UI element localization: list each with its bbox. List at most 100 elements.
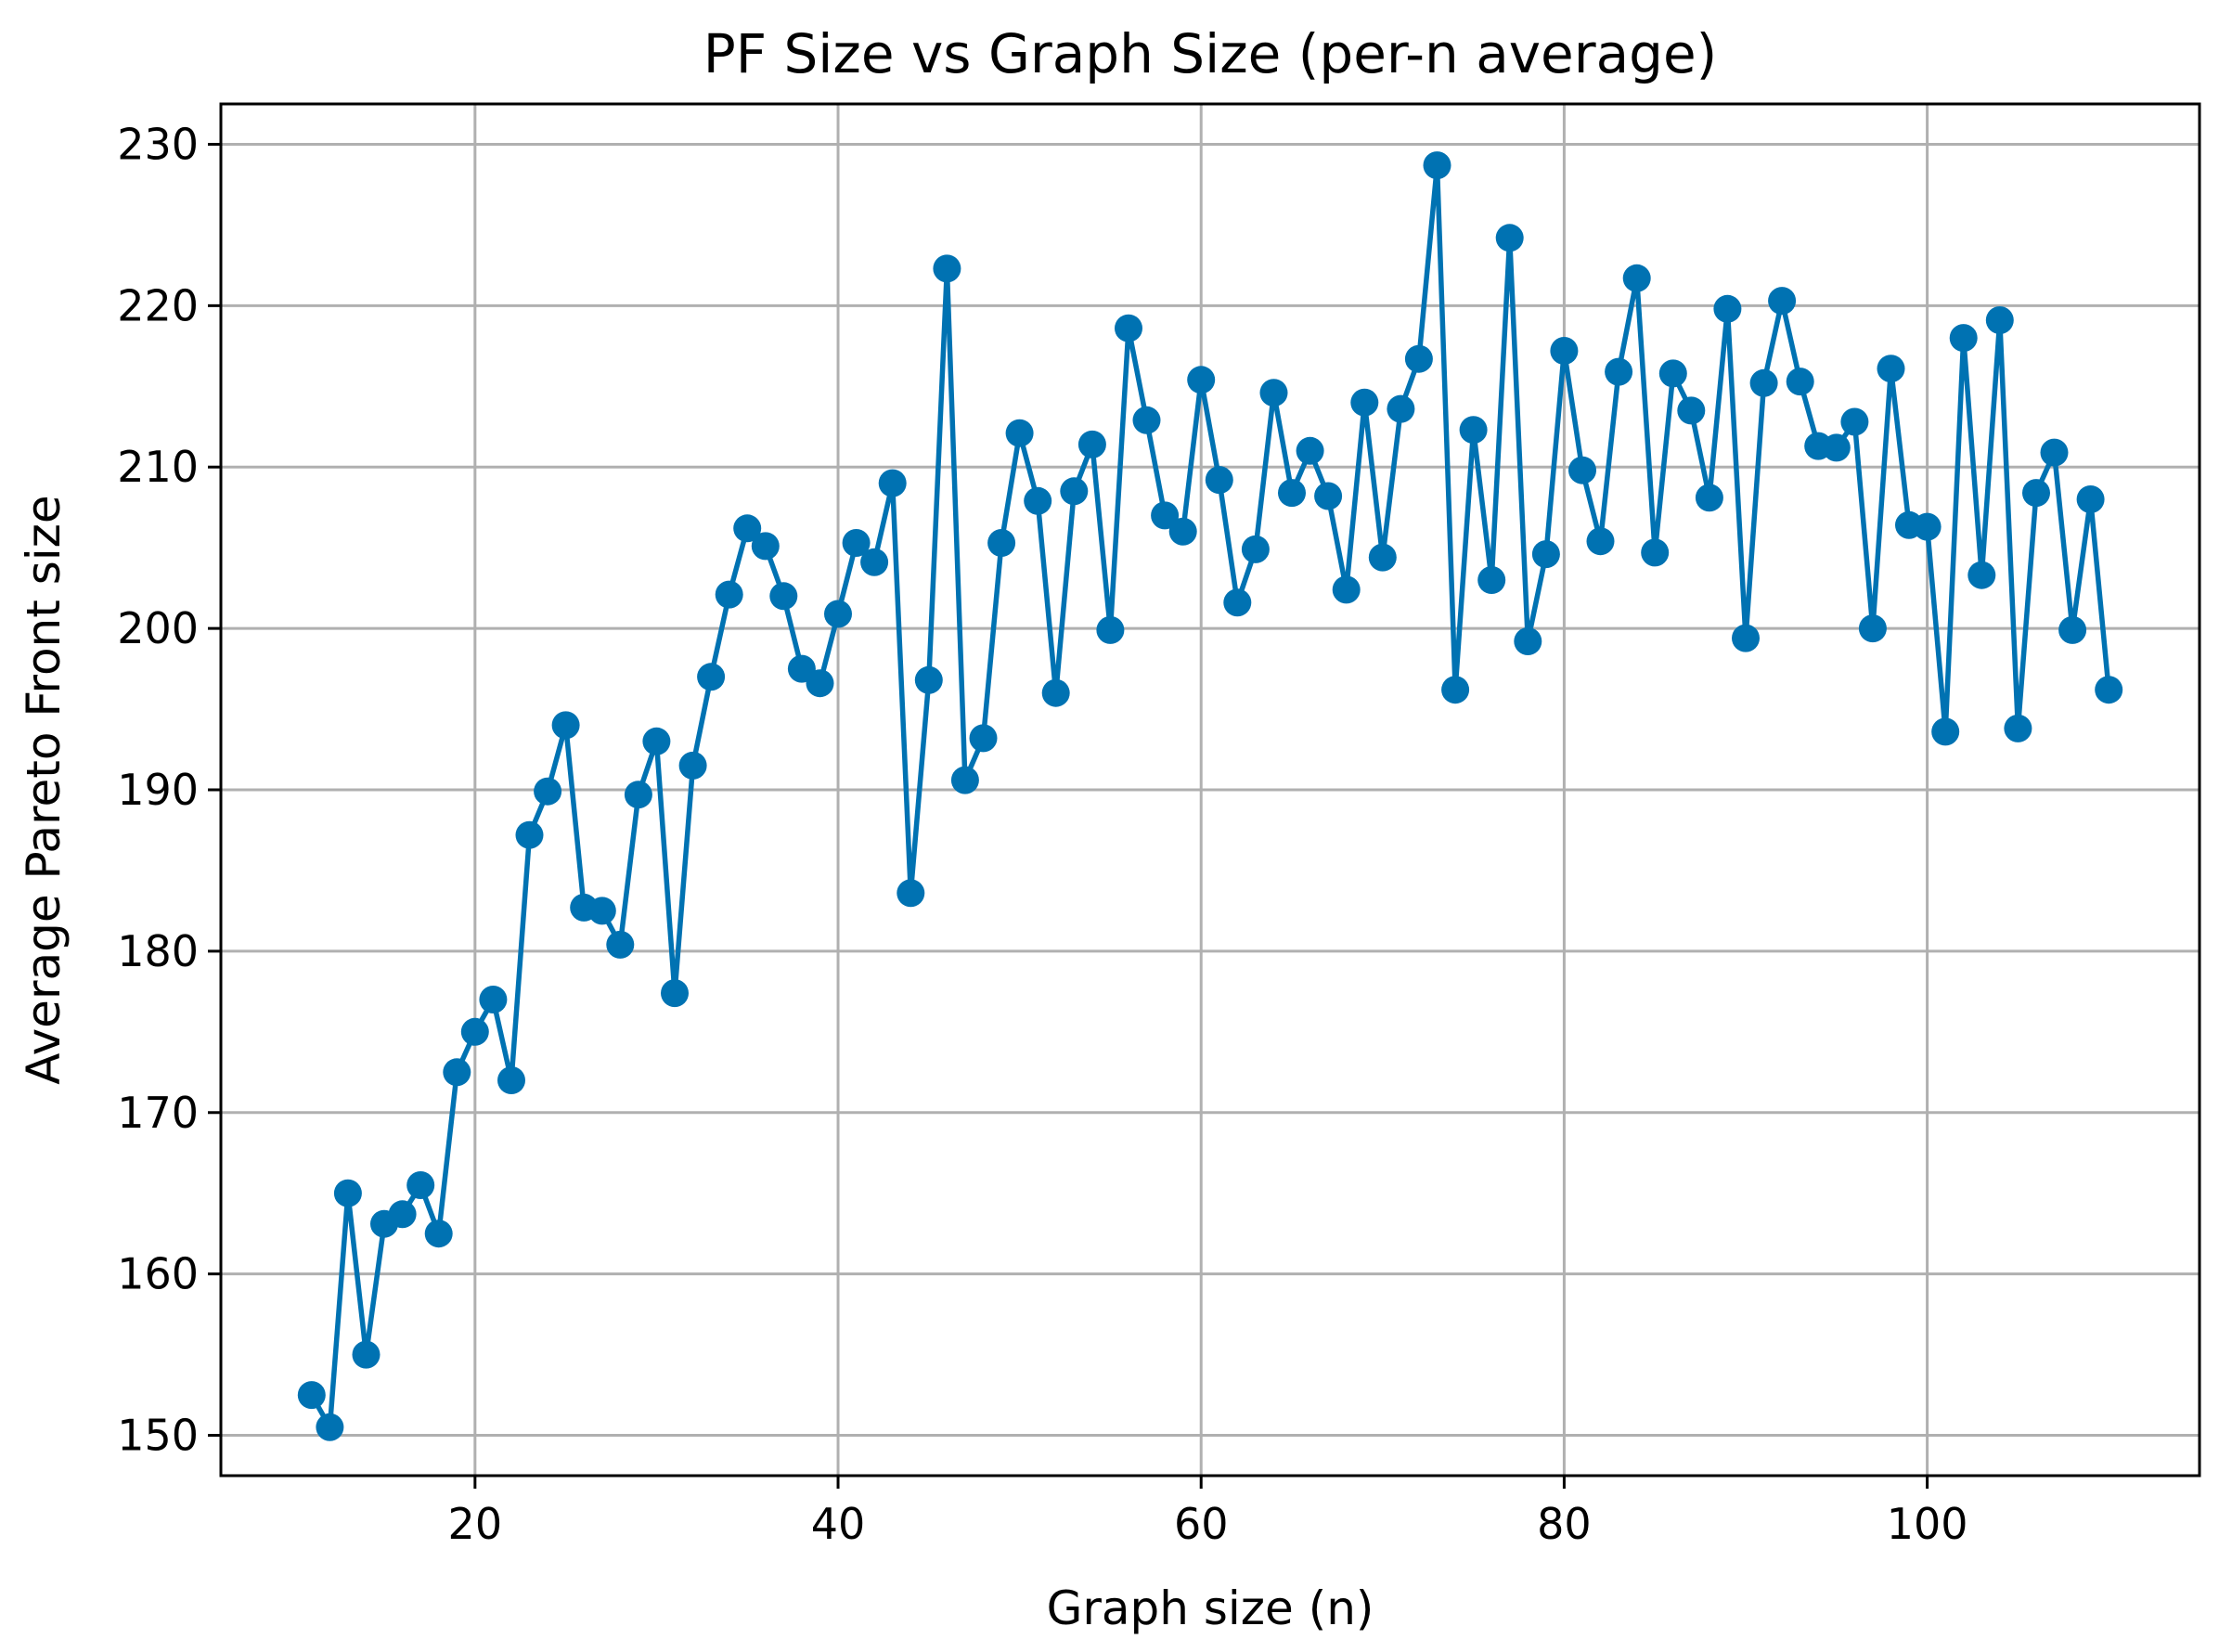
data-point (1949, 324, 1978, 353)
data-point (697, 663, 726, 691)
data-point (897, 879, 925, 908)
y-tick-label: 220 (117, 280, 199, 330)
data-point (1913, 512, 1942, 541)
data-point (1695, 484, 1723, 512)
data-point (1840, 407, 1869, 436)
data-point (878, 469, 907, 497)
data-point (1531, 540, 1560, 569)
data-point (1387, 394, 1415, 423)
data-point (1768, 287, 1797, 316)
y-tick-label: 190 (117, 765, 199, 815)
data-point (1967, 561, 1996, 589)
x-tick-label: 60 (1174, 1499, 1229, 1549)
data-point (715, 580, 743, 609)
data-point (2076, 485, 2105, 513)
data-point (551, 711, 580, 740)
data-point (1259, 379, 1288, 407)
data-point (1151, 501, 1180, 530)
data-point (1096, 615, 1125, 644)
x-tick-label: 100 (1887, 1499, 1968, 1549)
data-point (1205, 466, 1233, 495)
data-point (1005, 419, 1034, 447)
data-point (1441, 676, 1470, 704)
data-point (1677, 396, 1706, 425)
data-point (1332, 575, 1361, 604)
data-point (914, 665, 943, 694)
data-point (1641, 538, 1670, 567)
data-point (424, 1220, 453, 1248)
data-point (1041, 678, 1070, 707)
data-point (316, 1413, 344, 1441)
data-point (1605, 357, 1633, 386)
data-point (1477, 566, 1506, 594)
data-point (606, 930, 635, 959)
data-point (678, 751, 707, 780)
data-point (1115, 314, 1142, 342)
data-point (388, 1200, 417, 1229)
data-point (587, 897, 616, 925)
data-point (1732, 624, 1760, 652)
data-point (443, 1058, 471, 1087)
data-point (333, 1179, 362, 1207)
x-tick-label: 40 (811, 1499, 866, 1549)
data-point (1404, 344, 1433, 373)
data-point (297, 1381, 326, 1410)
data-point (1314, 482, 1343, 510)
data-point (1423, 151, 1451, 180)
data-point (1223, 588, 1252, 617)
data-point (733, 514, 762, 543)
data-point (460, 1017, 489, 1046)
data-point (1985, 306, 2014, 334)
data-point (824, 600, 852, 628)
data-point (987, 529, 1016, 557)
data-point (352, 1340, 381, 1369)
data-point (751, 532, 780, 561)
series-line (309, 162, 2111, 1430)
data-point (1877, 355, 1905, 383)
series (297, 151, 2123, 1441)
data-point (950, 766, 979, 794)
data-point (2095, 676, 2123, 704)
data-point (1514, 627, 1542, 655)
data-point (1132, 406, 1161, 434)
data-point (969, 724, 998, 753)
data-point (1495, 224, 1524, 252)
y-axis-label: Average Pareto Front size (17, 495, 71, 1084)
grid (221, 104, 2200, 1476)
x-tick-label: 20 (448, 1499, 503, 1549)
data-point (661, 979, 689, 1008)
data-point (515, 820, 544, 849)
data-point (1060, 477, 1089, 506)
data-point (806, 669, 834, 698)
data-point (1568, 456, 1596, 484)
data-point (1822, 433, 1851, 462)
x-tick-label: 80 (1537, 1499, 1592, 1549)
data-point (406, 1171, 435, 1199)
data-point (1077, 430, 1106, 458)
data-point (1241, 535, 1270, 563)
data-point (1368, 543, 1397, 572)
y-tick-label: 180 (117, 926, 199, 976)
data-point (1749, 368, 1778, 397)
data-point (2004, 714, 2032, 742)
data-point (2040, 438, 2069, 467)
ticks: 20 40 60 80 100 150 160 170 180 190 200 210 220 230 (117, 119, 1967, 1549)
y-tick-label: 170 (117, 1088, 199, 1138)
data-point (860, 548, 889, 576)
data-point (1550, 337, 1579, 365)
data-point (497, 1066, 525, 1094)
plot-frame (219, 102, 2201, 1478)
y-tick-label: 150 (117, 1411, 199, 1461)
data-point (479, 986, 508, 1013)
y-tick-label: 210 (117, 442, 199, 492)
data-point (2058, 615, 2087, 644)
data-point (1187, 366, 1216, 394)
data-point (1622, 264, 1651, 292)
data-point (769, 582, 798, 611)
data-point (1858, 614, 1887, 643)
data-point (1459, 416, 1488, 445)
data-point (1713, 294, 1742, 323)
data-point (842, 529, 871, 557)
x-axis-label: Graph size (n) (1047, 1581, 1374, 1635)
